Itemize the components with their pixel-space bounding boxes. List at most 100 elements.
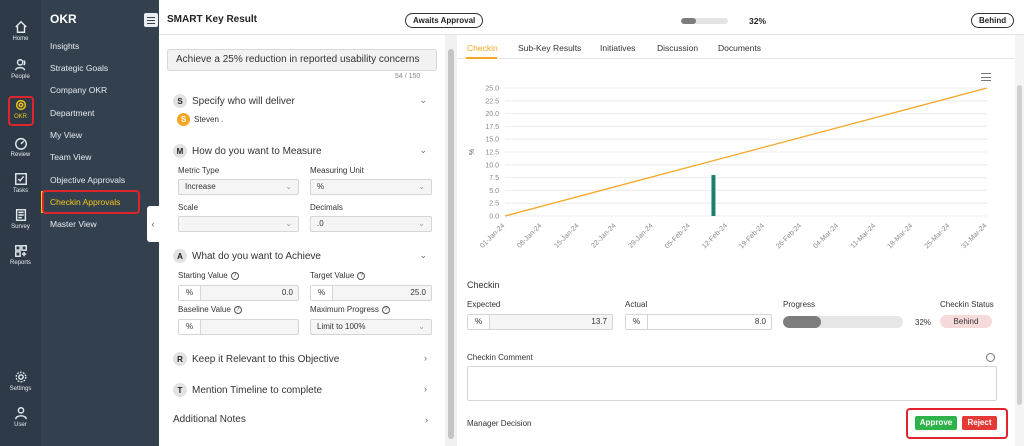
rail-item-settings[interactable]: Settings bbox=[0, 364, 41, 398]
subnav-item-insights[interactable]: Insights bbox=[50, 41, 80, 51]
baseline-value bbox=[201, 320, 298, 334]
chevron-right-icon[interactable]: › bbox=[424, 353, 427, 363]
checkin-bar bbox=[711, 175, 716, 216]
rail-item-user[interactable]: User bbox=[0, 400, 41, 434]
section-badge: T bbox=[173, 383, 187, 397]
kr-title-input[interactable]: Achieve a 25% reduction in reported usab… bbox=[167, 49, 437, 71]
baseline-value-label: Baseline Value? bbox=[178, 305, 242, 314]
chevron-right-icon[interactable]: › bbox=[424, 384, 427, 394]
actual-value-input[interactable]: % 8.0 bbox=[625, 314, 772, 330]
measuring-unit-value: % bbox=[317, 182, 325, 191]
section-label: Keep it Relevant to this Objective bbox=[192, 353, 340, 365]
info-icon[interactable]: ? bbox=[381, 305, 390, 314]
header-progress-percent: 32% bbox=[749, 16, 767, 26]
y-tick-label: 20.0 bbox=[485, 111, 499, 118]
rail-item-review[interactable]: Review bbox=[0, 130, 41, 164]
subnav-item-team-view[interactable]: Team View bbox=[50, 152, 92, 162]
decimals-select[interactable]: .0 ⌄ bbox=[310, 216, 432, 232]
chevron-down-icon[interactable]: ⌄ bbox=[419, 250, 427, 260]
checkin-comment-textarea[interactable] bbox=[467, 366, 997, 401]
subnav-item-company-okr[interactable]: Company OKR bbox=[50, 85, 108, 95]
avatar: S bbox=[177, 113, 190, 126]
rail-item-reports[interactable]: Reports bbox=[0, 238, 41, 272]
home-icon bbox=[14, 20, 27, 33]
metric-type-select[interactable]: Increase ⌄ bbox=[178, 179, 299, 195]
x-tick-label: 25-Mar-24 bbox=[924, 222, 952, 250]
tab-initiatives[interactable]: Initiatives bbox=[600, 43, 636, 53]
rail-item-people[interactable]: People bbox=[0, 52, 41, 86]
target-value: 25.0 bbox=[410, 288, 426, 297]
unit-prefix: % bbox=[179, 320, 201, 334]
subnav-item-strategic-goals[interactable]: Strategic Goals bbox=[50, 63, 109, 73]
scrollbar-thumb[interactable] bbox=[448, 49, 454, 439]
scale-select[interactable]: ⌄ bbox=[178, 216, 299, 232]
rail-label: Home bbox=[12, 36, 29, 42]
x-tick-label: 11-Mar-24 bbox=[850, 222, 877, 249]
max-progress-label-text: Maximum Progress bbox=[310, 305, 379, 314]
additional-notes[interactable]: Additional Notes bbox=[173, 414, 246, 425]
chevron-down-icon: ⌄ bbox=[285, 219, 292, 228]
section-timeline[interactable]: T Mention Timeline to complete › bbox=[173, 381, 435, 399]
scale-label: Scale bbox=[178, 203, 199, 212]
form-scrollbar[interactable] bbox=[445, 35, 457, 446]
hamburger-icon[interactable] bbox=[144, 13, 158, 27]
subnav-item-my-view[interactable]: My View bbox=[50, 130, 82, 140]
kr-status-badge: Behind bbox=[971, 13, 1015, 28]
baseline-value-label-text: Baseline Value bbox=[178, 305, 231, 314]
starting-value-input[interactable]: % 0.0 bbox=[178, 285, 299, 301]
subnav-item-master-view[interactable]: Master View bbox=[50, 219, 97, 229]
subnav-title: OKR bbox=[50, 12, 77, 26]
emoji-icon[interactable] bbox=[986, 353, 995, 362]
max-progress-select[interactable]: Limit to 100% ⌄ bbox=[310, 319, 432, 335]
chevron-right-icon[interactable]: › bbox=[425, 415, 428, 425]
char-count: 54 / 150 bbox=[395, 73, 421, 80]
tab-checkin[interactable]: Checkin bbox=[467, 43, 498, 53]
metric-type-label: Metric Type bbox=[178, 166, 220, 175]
rail-item-tasks[interactable]: Tasks bbox=[0, 166, 41, 200]
collapse-sidebar-chevron-icon[interactable]: ‹ bbox=[147, 206, 159, 242]
checkin-section-title: Checkin bbox=[467, 280, 500, 290]
chevron-down-icon[interactable]: ⌄ bbox=[419, 145, 427, 155]
reject-button[interactable]: Reject bbox=[962, 416, 997, 430]
baseline-value-input[interactable]: % bbox=[178, 319, 299, 335]
section-specify[interactable]: S Specify who will deliver ⌄ bbox=[173, 92, 435, 110]
tab-sub-key-results[interactable]: Sub-Key Results bbox=[518, 43, 582, 53]
tab-documents[interactable]: Documents bbox=[718, 43, 761, 53]
rail-item-okr[interactable]: OKR bbox=[0, 92, 41, 126]
approve-button[interactable]: Approve bbox=[915, 416, 957, 430]
smart-form-panel: Achieve a 25% reduction in reported usab… bbox=[159, 35, 445, 446]
info-icon[interactable]: ? bbox=[233, 305, 242, 314]
okr-subnav: OKR Insights Strategic Goals Company OKR… bbox=[41, 0, 159, 446]
active-tab-indicator bbox=[466, 57, 497, 59]
approval-status-badge: Awaits Approval bbox=[405, 13, 484, 28]
rail-item-survey[interactable]: Survey bbox=[0, 202, 41, 236]
decimals-label: Decimals bbox=[310, 203, 343, 212]
y-tick-label: 5.0 bbox=[489, 188, 499, 195]
chevron-down-icon[interactable]: ⌄ bbox=[419, 95, 427, 105]
subnav-item-department[interactable]: Department bbox=[50, 108, 95, 118]
right-scrollbar[interactable] bbox=[1015, 35, 1024, 446]
info-icon[interactable]: ? bbox=[357, 271, 366, 280]
target-value-input[interactable]: % 25.0 bbox=[310, 285, 432, 301]
rail-label: Survey bbox=[11, 224, 30, 230]
chart-menu-icon[interactable] bbox=[981, 73, 991, 81]
subnav-item-checkin-approvals[interactable]: Checkin Approvals bbox=[41, 191, 159, 213]
scrollbar-thumb[interactable] bbox=[1017, 85, 1022, 405]
reports-grid-icon bbox=[14, 245, 27, 257]
y-tick-label: 10.0 bbox=[485, 162, 499, 169]
tab-discussion[interactable]: Discussion bbox=[657, 43, 699, 53]
decimals-value: .0 bbox=[317, 219, 324, 228]
target-line bbox=[504, 87, 988, 217]
y-axis-label: % bbox=[469, 149, 476, 155]
rail-item-home[interactable]: Home bbox=[0, 14, 41, 48]
section-achieve[interactable]: A What do you want to Achieve ⌄ bbox=[173, 247, 435, 265]
measuring-unit-select[interactable]: % ⌄ bbox=[310, 179, 432, 195]
subnav-item-objective-approvals[interactable]: Objective Approvals bbox=[50, 175, 126, 185]
info-icon[interactable]: ? bbox=[230, 271, 239, 280]
x-tick-label: 01-Jan-24 bbox=[479, 222, 506, 249]
checkin-progress-bar bbox=[783, 316, 903, 328]
section-relevant[interactable]: R Keep it Relevant to this Objective › bbox=[173, 350, 435, 368]
section-badge: M bbox=[173, 144, 187, 158]
section-measure[interactable]: M How do you want to Measure ⌄ bbox=[173, 142, 435, 160]
max-progress-label: Maximum Progress? bbox=[310, 305, 390, 314]
